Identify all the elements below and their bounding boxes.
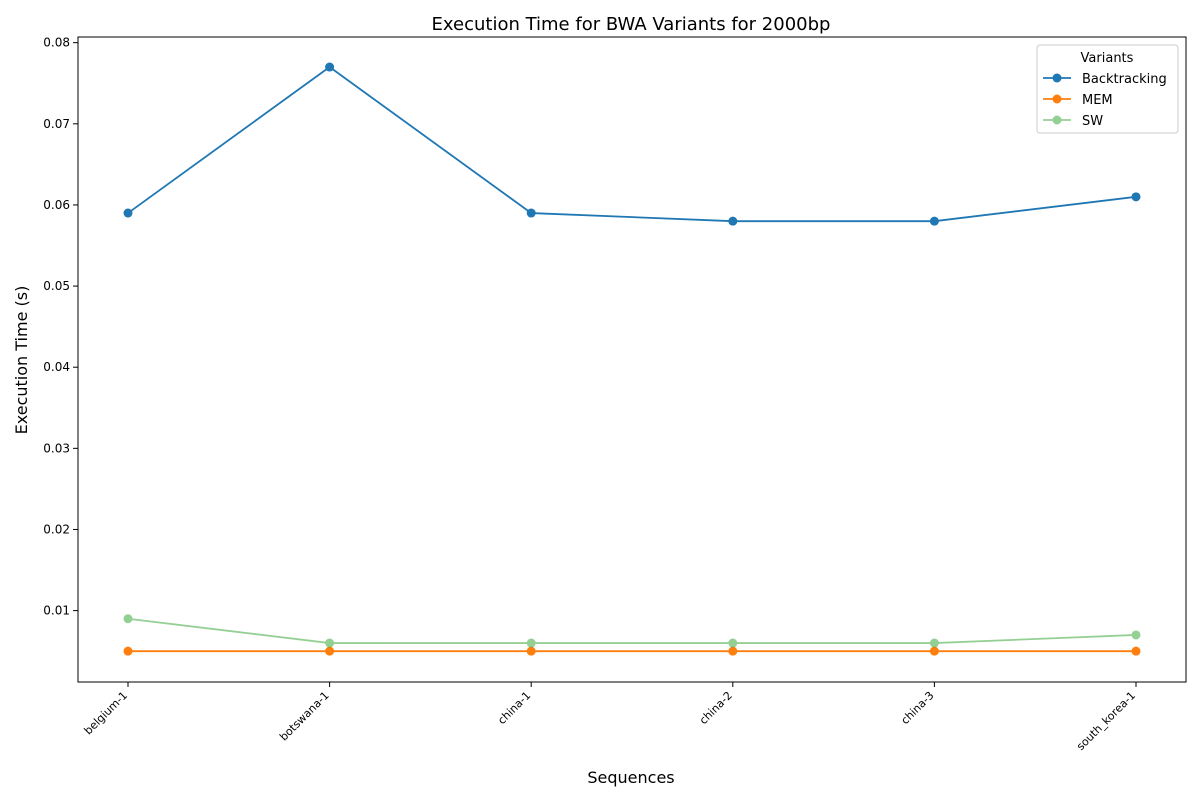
x-axis-label: Sequences — [587, 768, 674, 787]
x-tick-label: belgium-1 — [82, 689, 130, 737]
data-point — [526, 638, 536, 648]
plot-area — [123, 62, 1141, 656]
y-tick-label: 0.04 — [43, 360, 70, 374]
data-point — [123, 614, 133, 624]
y-tick-label: 0.07 — [43, 117, 70, 131]
x-tick-label: south_korea-1 — [1074, 689, 1138, 753]
data-point — [929, 646, 939, 656]
data-point — [1131, 646, 1141, 656]
legend-marker — [1052, 94, 1062, 104]
data-point — [526, 646, 536, 656]
y-tick-label: 0.06 — [43, 198, 70, 212]
legend-swatch — [1043, 94, 1071, 104]
data-point — [123, 208, 133, 218]
x-tick-label: china-1 — [495, 689, 533, 727]
data-point — [325, 62, 335, 72]
y-axis: 0.01 0.02 0.03 0.04 0.05 0.06 0.07 0.08 — [43, 36, 78, 618]
y-tick-label: 0.03 — [43, 441, 70, 455]
series-backtracking — [123, 62, 1141, 226]
series-line — [127, 617, 1137, 644]
series-mem — [123, 646, 1141, 656]
legend-frame — [1036, 44, 1179, 134]
y-tick-label: 0.08 — [43, 36, 70, 50]
data-point — [929, 638, 939, 648]
data-point — [526, 208, 536, 218]
data-point — [325, 638, 335, 648]
legend-title: Variants — [1081, 51, 1134, 66]
legend-swatch — [1043, 115, 1071, 125]
data-point — [325, 646, 335, 656]
x-axis: belgium-1 botswana-1 china-1 china-2 china-3… — [82, 682, 1138, 753]
x-tick-label: china-2 — [697, 689, 735, 727]
x-tick-label: botswana-1 — [277, 689, 332, 744]
data-point — [929, 216, 939, 226]
legend-swatch — [1043, 73, 1071, 83]
axes-frame — [77, 36, 1187, 683]
data-point — [728, 216, 738, 226]
series-line — [127, 65, 1137, 223]
series-sw — [123, 614, 1141, 648]
x-tick-label: china-3 — [899, 689, 937, 727]
legend-marker — [1052, 115, 1062, 125]
data-point — [728, 646, 738, 656]
data-point — [1131, 630, 1141, 640]
y-tick-label: 0.01 — [43, 604, 70, 618]
y-tick-label: 0.02 — [43, 522, 70, 536]
legend-label: SW — [1082, 114, 1103, 129]
data-point — [728, 638, 738, 648]
data-point — [1131, 192, 1141, 202]
y-tick-label: 0.05 — [43, 279, 70, 293]
legend: Variants Backtracking MEM SW — [1036, 44, 1179, 134]
chart-title: Execution Time for BWA Variants for 2000… — [432, 14, 831, 35]
legend-marker — [1052, 73, 1062, 83]
y-axis-label: Execution Time (s) — [12, 286, 31, 435]
data-point — [123, 646, 133, 656]
legend-label: Backtracking — [1082, 72, 1167, 87]
legend-label: MEM — [1082, 93, 1113, 108]
